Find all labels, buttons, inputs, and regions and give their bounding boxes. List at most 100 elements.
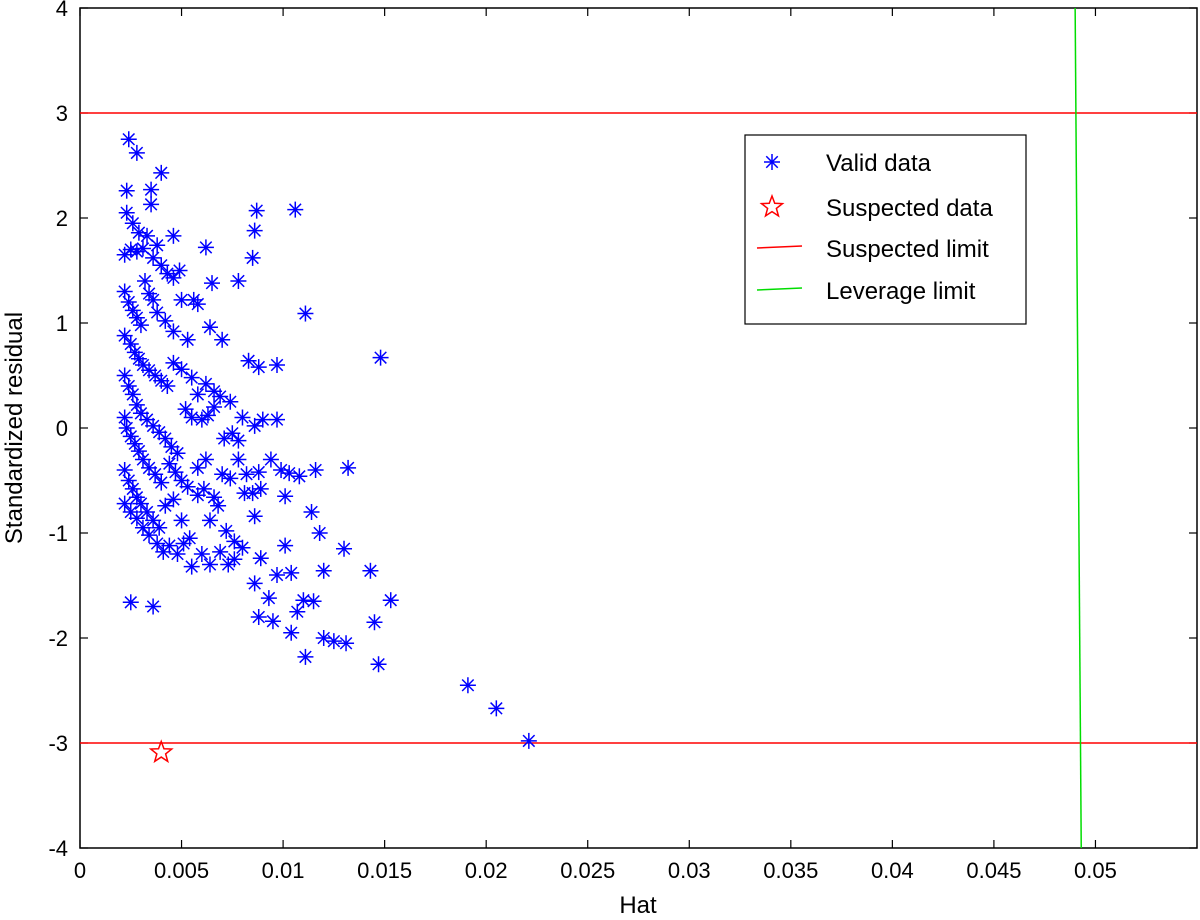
valid-data-point xyxy=(459,677,476,694)
x-tick-label: 0 xyxy=(74,858,86,883)
valid-data-point xyxy=(165,269,182,286)
valid-data-point xyxy=(197,375,214,392)
valid-data-point xyxy=(171,262,188,279)
valid-data-point xyxy=(362,562,379,579)
valid-data-point xyxy=(303,504,320,520)
valid-data-point xyxy=(260,590,277,607)
valid-data-point xyxy=(169,546,186,562)
valid-data-point xyxy=(116,283,133,300)
valid-data-point xyxy=(193,546,210,562)
valid-data-point xyxy=(246,508,263,525)
valid-data-point xyxy=(252,480,269,497)
valid-data-point xyxy=(262,451,279,468)
valid-data-point xyxy=(132,495,149,512)
legend-label: Suspected data xyxy=(826,195,993,222)
valid-data-point xyxy=(163,438,180,455)
valid-data-point xyxy=(124,215,141,232)
y-tick-label: 1 xyxy=(56,311,68,336)
valid-data-point xyxy=(128,510,145,527)
valid-data-point xyxy=(189,487,206,504)
valid-data-point xyxy=(297,648,314,665)
valid-data-point xyxy=(214,331,231,348)
x-tick-label: 0.05 xyxy=(1074,858,1117,883)
valid-data-point xyxy=(118,204,135,221)
valid-data-point xyxy=(336,540,353,557)
valid-data-point xyxy=(246,575,263,592)
valid-data-point xyxy=(268,567,285,583)
valid-data-point xyxy=(238,466,255,483)
valid-data-point xyxy=(283,624,300,641)
valid-data-point xyxy=(183,369,200,386)
valid-data-point xyxy=(206,489,223,506)
valid-data-point xyxy=(214,466,231,483)
y-tick-label: -2 xyxy=(48,626,68,651)
valid-data-point xyxy=(201,556,218,573)
valid-data-point xyxy=(254,411,271,428)
valid-data-point xyxy=(165,354,182,371)
valid-data-point xyxy=(230,451,247,468)
valid-data-point xyxy=(488,700,505,717)
valid-data-point xyxy=(240,352,257,369)
valid-data-point xyxy=(264,613,281,630)
legend-valid-symbol xyxy=(764,154,780,170)
valid-data-point xyxy=(520,732,537,749)
x-tick-label: 0.045 xyxy=(966,858,1021,883)
valid-data-point xyxy=(132,317,149,334)
valid-data-point xyxy=(134,240,151,257)
valid-data-point xyxy=(173,361,190,378)
valid-data-point xyxy=(277,537,294,554)
valid-data-point xyxy=(311,525,328,541)
valid-data-point xyxy=(297,305,314,322)
valid-data-point xyxy=(250,359,267,376)
valid-data-point xyxy=(206,399,223,415)
valid-data-point xyxy=(145,291,162,308)
valid-data-point xyxy=(153,257,170,274)
valid-data-point xyxy=(212,543,229,560)
valid-data-point xyxy=(268,411,285,428)
valid-data-point xyxy=(139,504,156,520)
y-tick-label: 0 xyxy=(56,416,68,441)
valid-data-point xyxy=(153,164,170,181)
valid-data-point xyxy=(287,201,304,218)
valid-data-point xyxy=(226,551,243,568)
valid-data-point xyxy=(145,598,162,615)
legend-line-symbol xyxy=(756,245,803,249)
x-tick-label: 0.01 xyxy=(262,858,305,883)
valid-data-point xyxy=(338,635,355,652)
y-tick-label: -1 xyxy=(48,521,68,546)
valid-data-point xyxy=(234,409,251,426)
leverage-limit-line xyxy=(1074,7,1082,849)
valid-data-point xyxy=(165,491,182,508)
valid-data-point xyxy=(189,386,206,403)
legend-label: Suspected limit xyxy=(826,236,989,263)
valid-data-point xyxy=(382,592,399,609)
valid-data-point xyxy=(128,489,145,506)
y-tick-label: 4 xyxy=(56,0,68,21)
valid-data-point xyxy=(128,396,145,413)
x-tick-label: 0.03 xyxy=(668,858,711,883)
valid-data-point xyxy=(157,430,174,447)
valid-data-point xyxy=(130,443,147,460)
x-tick-label: 0.035 xyxy=(763,858,818,883)
valid-data-point xyxy=(124,480,141,497)
legend-line-symbol xyxy=(756,287,803,291)
valid-data-point xyxy=(281,465,298,482)
valid-data-point xyxy=(116,495,133,512)
valid-data-point xyxy=(169,445,186,462)
valid-data-point xyxy=(250,609,267,625)
valid-data-point xyxy=(222,393,239,410)
valid-data-point xyxy=(116,327,133,344)
valid-data-point xyxy=(159,378,176,394)
valid-data-point xyxy=(289,603,306,620)
valid-data-point xyxy=(283,564,300,581)
valid-data-point xyxy=(145,512,162,529)
valid-data-point xyxy=(116,409,133,426)
valid-data-point xyxy=(197,239,214,256)
valid-data-point xyxy=(370,656,387,673)
valid-data-point xyxy=(161,455,178,472)
x-tick-label: 0.015 xyxy=(357,858,412,883)
limit-lines xyxy=(80,7,1197,849)
valid-data-point xyxy=(277,488,294,505)
valid-data-point xyxy=(126,344,143,361)
